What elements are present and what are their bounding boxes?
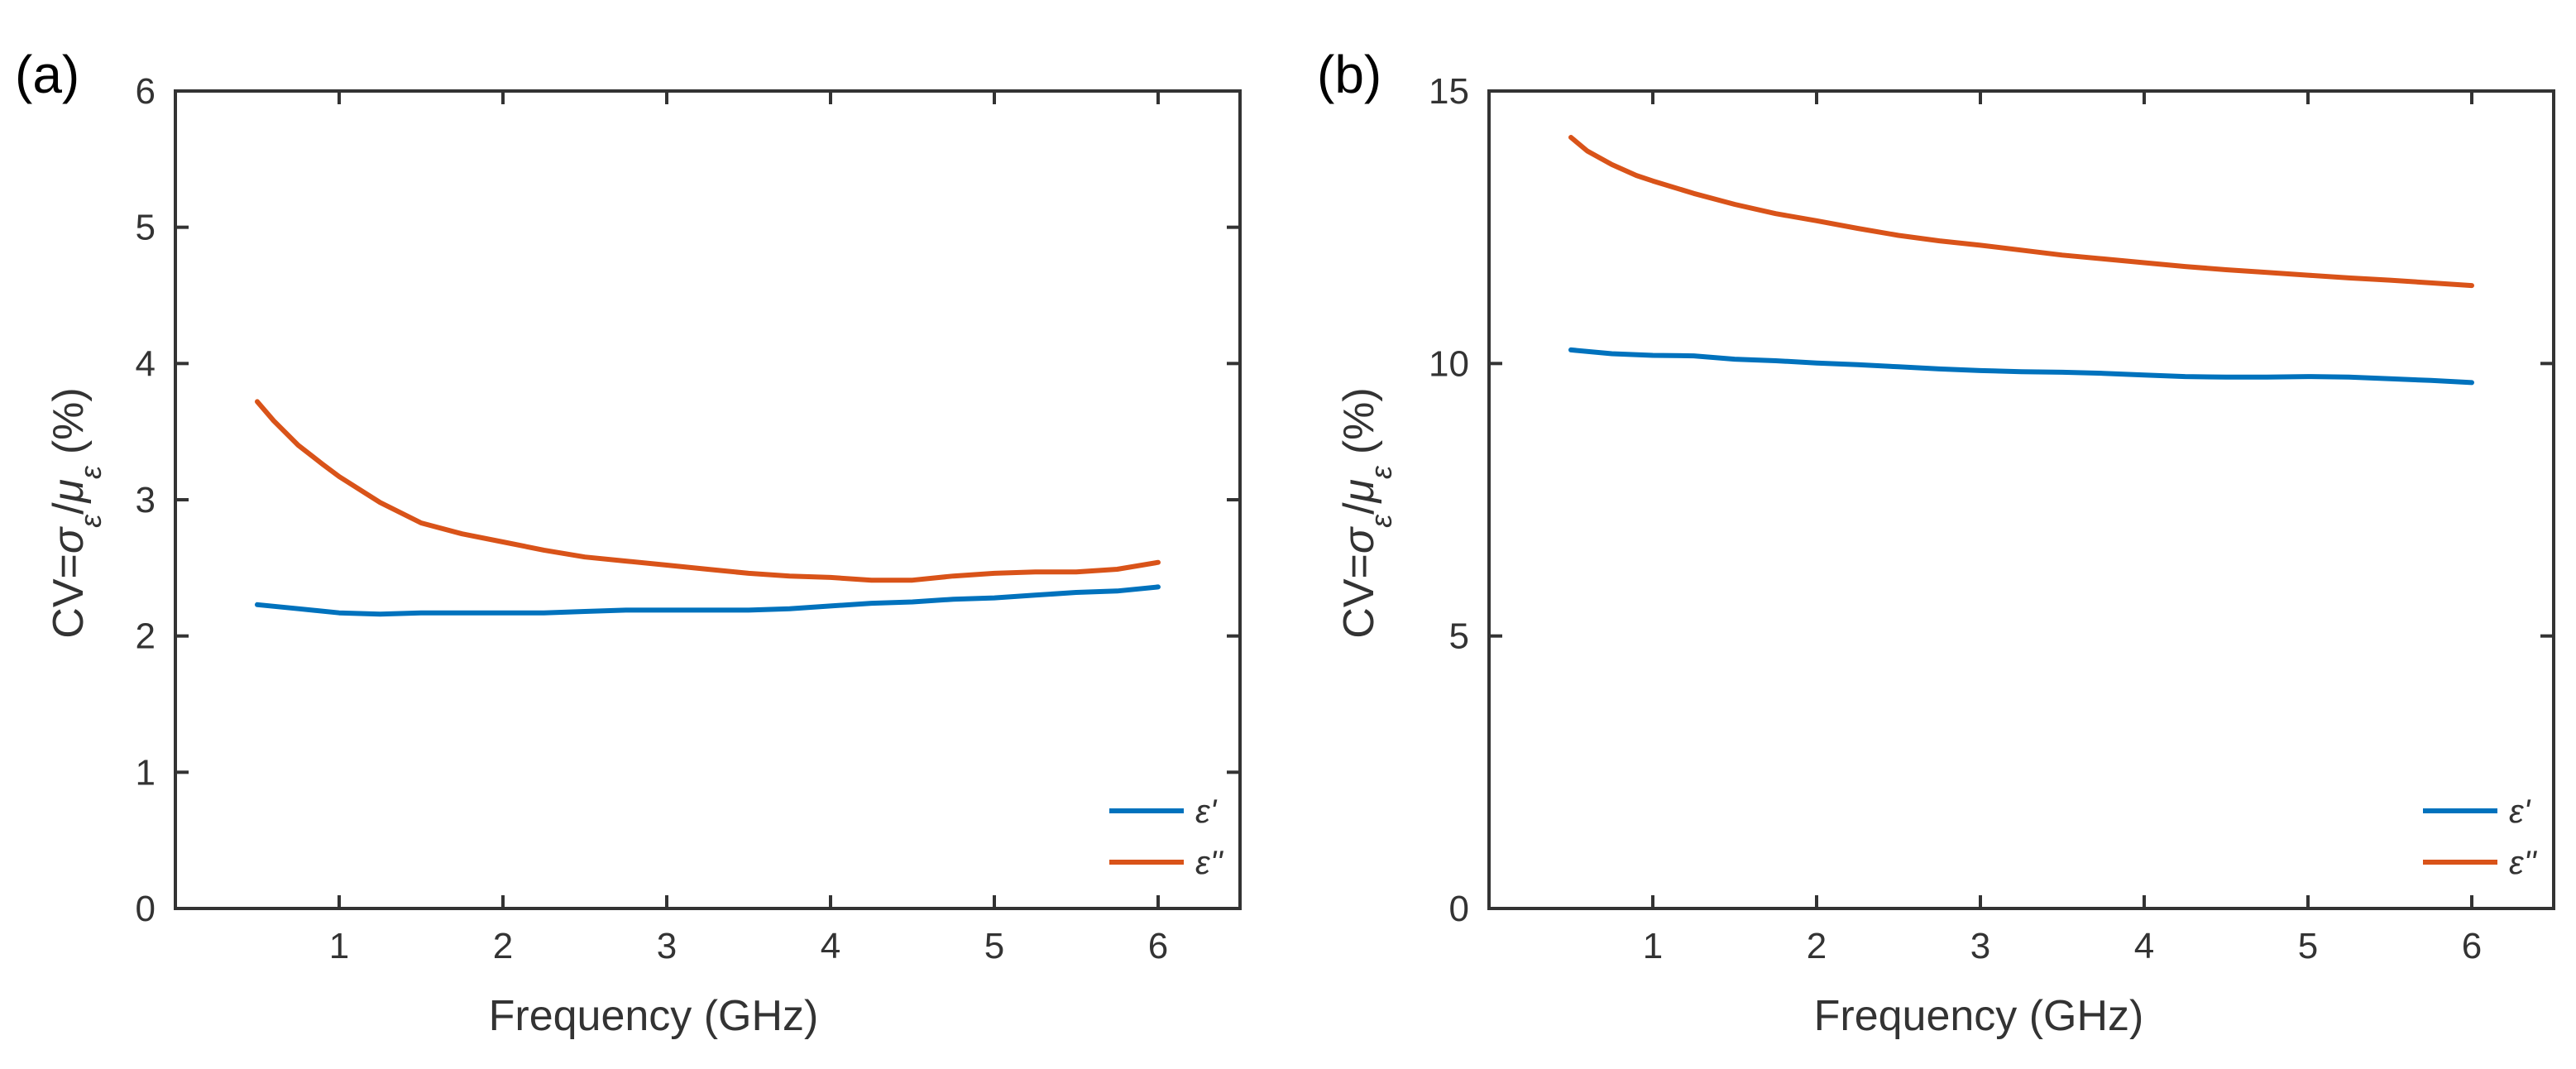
panel-b-xlabel: Frequency (GHz) — [1814, 992, 2144, 1040]
panel-a-xtick-label: 3 — [657, 926, 677, 966]
panel-a-ytick-label: 1 — [136, 752, 156, 793]
panel-a-ylabel-text: CV=σε/με(%) — [45, 387, 108, 638]
panel-b-xtick-label: 2 — [1807, 926, 1827, 966]
panel-b-series-eps-prime-line — [1568, 347, 2474, 386]
panel-a-series — [255, 399, 1161, 617]
panel-b-xtick-label: 1 — [1643, 926, 1663, 966]
panel-a-xtick-label: 1 — [329, 926, 349, 966]
panel-b-ylabel: CV=σε/με(%) — [1335, 387, 1398, 638]
panel-a-ytick-label: 3 — [136, 480, 156, 520]
panel-a-legend: ε' ε'' — [1109, 793, 1223, 881]
panel-a-ytick-label: 6 — [136, 71, 156, 112]
panel-a-ticks: 1 2 3 4 5 6 0 1 2 3 4 5 6 — [136, 71, 1240, 966]
panel-a-ytick-label: 4 — [136, 343, 156, 384]
panel-b-series-eps-double-prime-line — [1568, 135, 2474, 289]
panel-a-ytick-label: 2 — [136, 616, 156, 657]
panel-a-xtick-label: 5 — [984, 926, 1004, 966]
panel-a-xtick-label: 4 — [821, 926, 840, 966]
panel-a-xlabel: Frequency (GHz) — [489, 992, 819, 1040]
panel-a-ytick-label: 5 — [136, 208, 156, 248]
panel-a-xtick-label: 6 — [1148, 926, 1168, 966]
panel-a-xtick-label: 2 — [493, 926, 513, 966]
panel-a-series-eps-prime-line — [255, 584, 1161, 617]
panel-b-ticks: 1 2 3 4 5 6 0 5 10 15 — [1429, 71, 2554, 966]
chart-panel-a: (a) Frequency (GHz) CV=σε/με(%) 1 2 3 4 5 601… — [15, 45, 1242, 1040]
panel-b-series — [1568, 135, 2474, 386]
panel-b-ytick-label: 15 — [1429, 71, 1469, 112]
panel-a-legend-label-eps-prime: ε' — [1195, 793, 1218, 830]
panel-b-ytick-label: 0 — [1449, 889, 1469, 929]
panel-b-ylabel-text: CV=σε/με(%) — [1335, 387, 1398, 638]
panel-b-axes-box — [1487, 89, 2555, 910]
panel-a-label: (a) — [15, 45, 79, 104]
panel-a-series-eps-double-prime-line — [255, 399, 1161, 583]
panel-b-label: (b) — [1317, 45, 1381, 104]
panel-b-ytick-label: 5 — [1449, 616, 1469, 657]
panel-a-axes-box — [174, 89, 1242, 910]
panel-b-ytick-label: 10 — [1429, 343, 1469, 384]
chart-panel-b: (b) Frequency (GHz) CV=σε/με(%) 1 2 3 4 5 6 0 5… — [1317, 45, 2555, 1040]
panel-b-legend-label-eps-double-prime: ε'' — [2509, 845, 2537, 881]
panel-a-legend-label-eps-double-prime: ε'' — [1195, 845, 1223, 881]
panel-b-legend: ε' ε'' — [2423, 793, 2537, 881]
panel-b-legend-label-eps-prime: ε' — [2509, 793, 2531, 830]
panel-b-xtick-label: 3 — [1970, 926, 1990, 966]
panel-b-xtick-label: 5 — [2298, 926, 2318, 966]
panel-a-ytick-label: 0 — [136, 889, 156, 929]
panel-a-ylabel: CV=σε/με(%) — [45, 387, 108, 638]
panel-b-xtick-label: 4 — [2134, 926, 2154, 966]
panel-b-xtick-label: 6 — [2462, 926, 2482, 966]
